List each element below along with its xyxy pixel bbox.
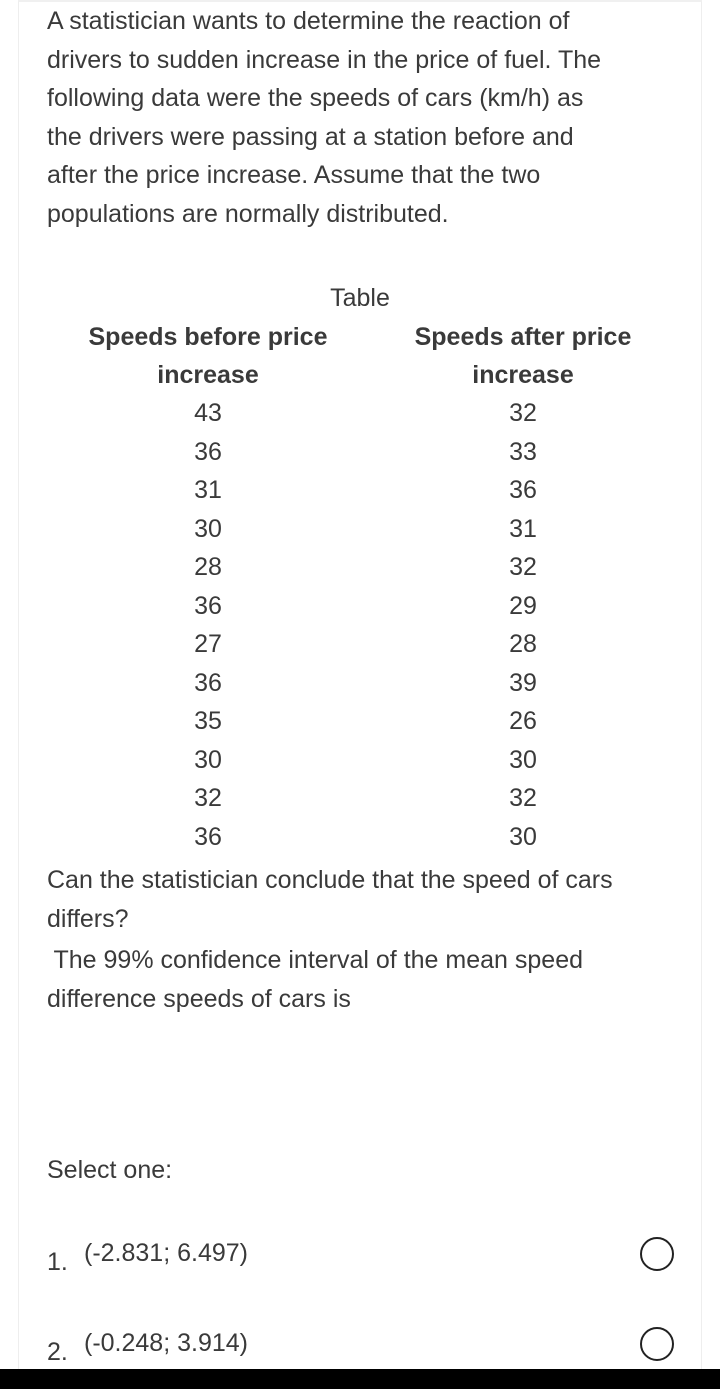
column-speeds-before: Speeds before price increase 43 36 31 30… [68, 318, 348, 856]
question-intro: A statistician wants to determine the re… [47, 2, 687, 233]
prompt-line: Can the statistician conclude that the s… [47, 866, 613, 894]
option-number: 2. [47, 1338, 68, 1366]
radio-button-unselected-icon[interactable] [640, 1327, 674, 1361]
table-cell: 30 [194, 745, 222, 774]
table-cell: 30 [194, 514, 222, 543]
table-caption: Table [330, 284, 390, 312]
table-cell: 36 [194, 437, 222, 466]
confidence-interval-prompt: The 99% confidence interval of the mean … [47, 941, 687, 1018]
intro-line: following data were the speeds of cars (… [47, 84, 584, 112]
table-cell: 27 [194, 630, 222, 658]
table-cell: 28 [509, 630, 537, 658]
bottom-system-bar [0, 1369, 720, 1389]
table-cell: 31 [194, 476, 222, 504]
table-cell: 36 [509, 476, 537, 504]
header-line: Speeds before price [88, 323, 328, 351]
column-header-after: Speeds after price increase [383, 318, 663, 394]
ci-line: The 99% confidence interval of the mean … [47, 946, 583, 974]
table-cell: 32 [509, 784, 537, 812]
column-header-before: Speeds before price increase [68, 318, 348, 394]
intro-line: after the price increase. Assume that th… [47, 161, 541, 189]
table-cell: 30 [509, 822, 537, 851]
table-cell: 26 [509, 707, 537, 735]
table-cell: 30 [509, 745, 537, 774]
table-cell: 29 [509, 591, 537, 620]
table-cell: 32 [509, 399, 537, 427]
intro-line: the drivers were passing at a station be… [47, 122, 574, 151]
option-text: (-2.831; 6.497) [84, 1239, 248, 1267]
table-cell: 43 [194, 399, 222, 427]
header-line: increase [472, 361, 574, 389]
question-card [18, 0, 702, 1369]
intro-line: populations are normally distributed. [47, 199, 449, 228]
table-cell: 36 [194, 591, 222, 620]
table-cell: 33 [509, 437, 537, 466]
table-cell: 36 [194, 822, 222, 851]
question-prompt: Can the statistician conclude that the s… [47, 861, 687, 938]
answer-option-1[interactable]: 1. (-2.831; 6.497) [0, 1231, 720, 1281]
option-number: 1. [47, 1248, 68, 1276]
table-cell: 32 [194, 784, 222, 812]
header-line: increase [157, 361, 259, 389]
select-one-label: Select one: [47, 1156, 173, 1184]
radio-button-unselected-icon[interactable] [640, 1237, 674, 1271]
intro-line: drivers to sudden increase in the price … [47, 45, 602, 74]
prompt-line: differs? [47, 904, 129, 933]
option-text: (-0.248; 3.914) [84, 1329, 248, 1357]
intro-line: A statistician wants to determine the re… [47, 7, 570, 35]
header-line: Speeds after price [414, 323, 632, 351]
column-speeds-after: Speeds after price increase 32 33 36 31 … [383, 318, 663, 856]
table-cell: 36 [194, 668, 222, 697]
table-cell: 32 [509, 553, 537, 581]
table-cell: 28 [194, 553, 222, 581]
table-cell: 35 [194, 707, 222, 735]
table-cell: 39 [509, 668, 537, 697]
table-cell: 31 [509, 514, 537, 543]
answer-option-2[interactable]: 2. (-0.248; 3.914) [0, 1321, 720, 1371]
ci-line: difference speeds of cars is [47, 984, 351, 1013]
